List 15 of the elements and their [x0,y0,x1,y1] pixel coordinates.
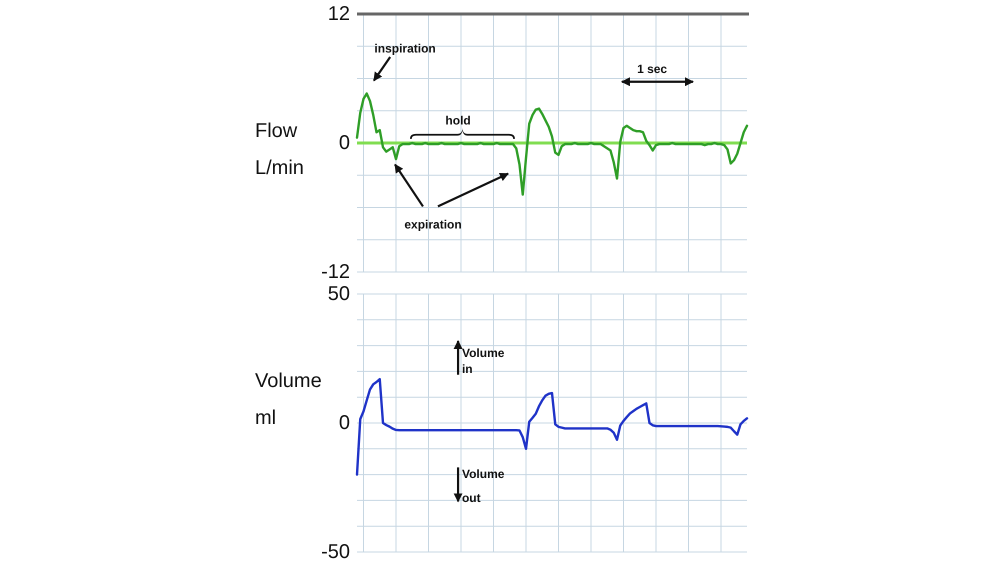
line-series [356,92,748,196]
annotation: Volume in [462,346,505,376]
y-tick-label: 0 [338,412,350,434]
annotation: Volume out [462,467,505,506]
y-tick-label: -50 [321,541,350,563]
annotation: inspiration [374,41,436,56]
annotation: 1 sec [637,62,668,76]
annotation: hold [445,113,471,128]
y-axis-title: Flow L/min [255,120,304,179]
y-tick-label: -12 [321,261,350,283]
annotation: expiration [404,218,462,232]
y-axis-title: Volume ml [255,370,322,429]
y-tick-label: 50 [328,283,350,305]
y-tick-label: 12 [328,3,350,25]
y-tick-label: 0 [338,132,350,154]
